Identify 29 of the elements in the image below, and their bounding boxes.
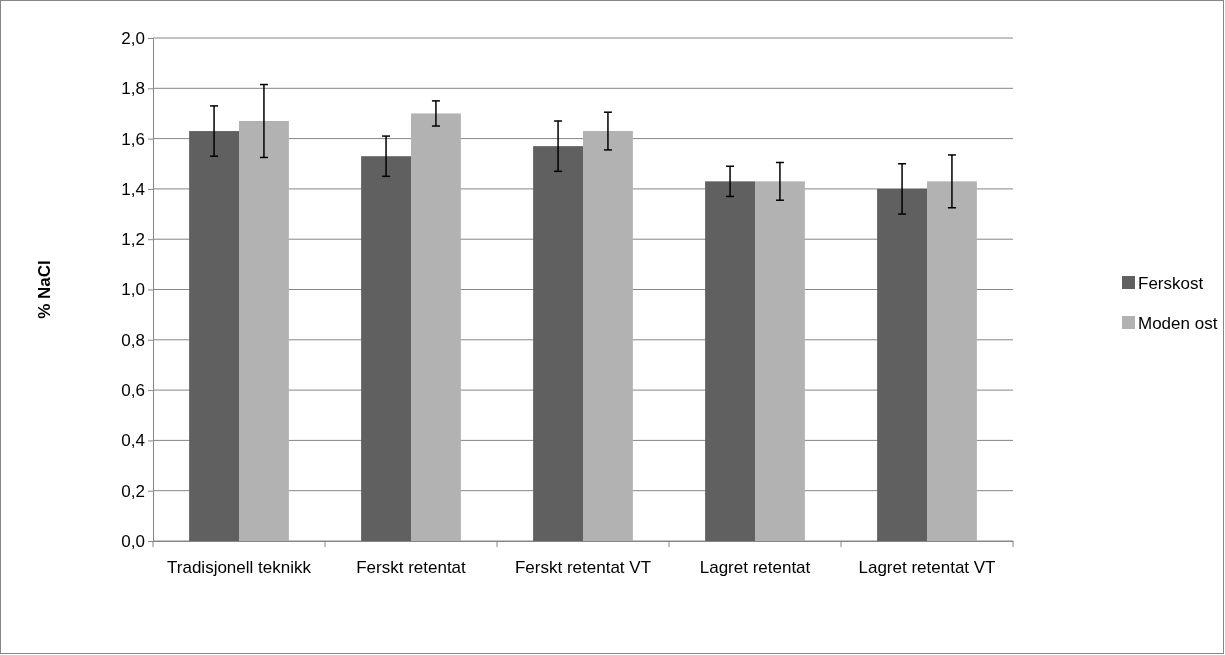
bar [239,121,289,541]
y-tick-label: 0,6 [121,381,145,401]
x-tick-label: Ferskt retentat VT [514,557,652,577]
bar [361,156,411,541]
y-tick-label: 0,0 [121,531,145,551]
bar [583,131,633,541]
bar [411,113,461,541]
y-tick-label: 1,8 [121,79,145,99]
y-tick-label: 1,2 [121,230,145,250]
x-tick-label: Lagret retentat VT [858,557,996,577]
y-tick-label: 2,0 [121,28,145,48]
bar [877,188,927,541]
y-tick-label: 1,0 [121,280,145,300]
x-tick-label: Lagret retentat [699,557,811,577]
bar [533,146,583,541]
legend-label: Ferskost [1138,274,1204,293]
bar [927,181,977,541]
x-tick-label: Ferskt retentat [356,557,467,577]
y-tick-label: 1,6 [121,129,145,149]
bar [755,181,805,541]
y-tick-label: 1,4 [121,179,145,199]
bar [705,181,755,541]
y-axis-title: % NaCl [35,260,54,319]
y-tick-label: 0,8 [121,330,145,350]
y-tick-label: 0,4 [121,431,145,451]
legend-label: Moden ost [1138,314,1218,333]
x-tick-label: Tradisjonell teknikk [167,557,312,577]
bar [189,131,239,541]
y-tick-label: 0,2 [121,481,145,501]
